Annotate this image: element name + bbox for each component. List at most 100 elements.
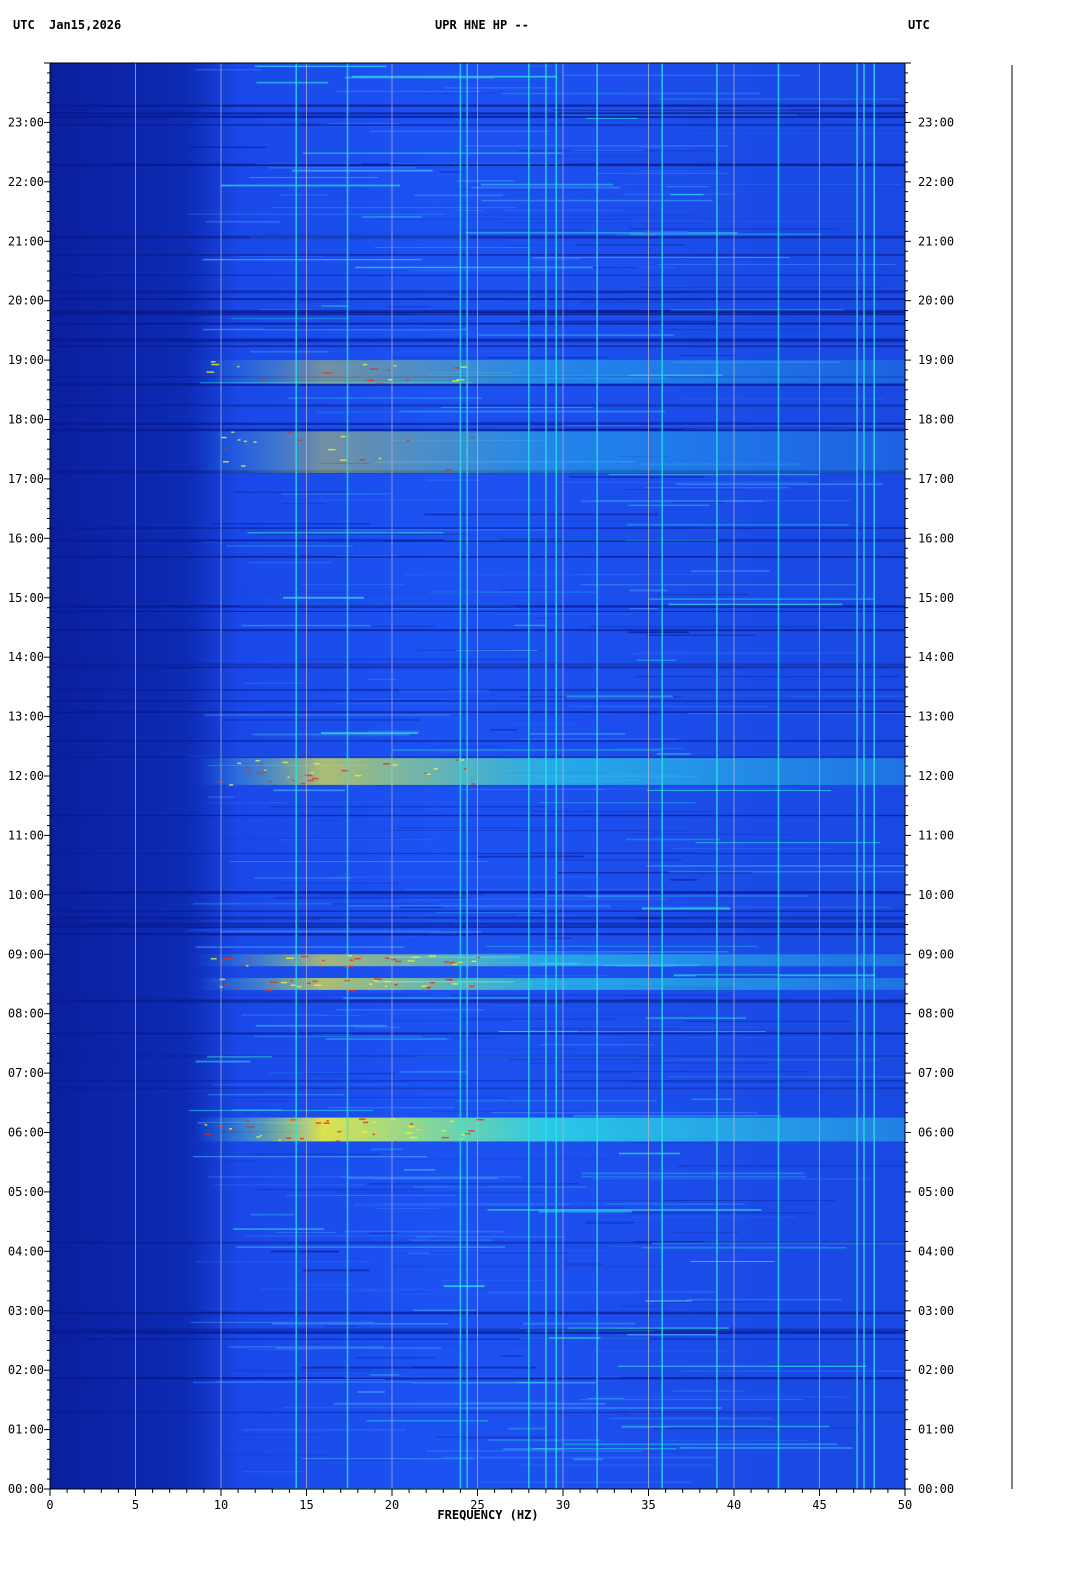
texture-streak bbox=[625, 838, 721, 841]
texture-streak bbox=[668, 871, 905, 873]
texture-streak bbox=[234, 903, 434, 905]
texture-streak bbox=[267, 300, 339, 303]
broadband-burst bbox=[195, 978, 905, 990]
texture-streak bbox=[638, 170, 719, 172]
texture-streak bbox=[520, 696, 791, 698]
burst-speck bbox=[346, 965, 353, 968]
burst-speck bbox=[307, 982, 311, 985]
texture-streak bbox=[386, 1020, 510, 1022]
burst-speck bbox=[444, 961, 450, 963]
burst-speck bbox=[301, 955, 309, 958]
texture-streak bbox=[557, 481, 807, 484]
texture-streak bbox=[275, 1460, 402, 1462]
texture-streak bbox=[590, 625, 817, 628]
texture-streak bbox=[369, 1183, 579, 1185]
texture-streak bbox=[569, 705, 768, 707]
texture-streak bbox=[226, 995, 411, 996]
burst-speck bbox=[314, 762, 320, 765]
texture-streak bbox=[190, 554, 370, 556]
texture-streak bbox=[673, 501, 725, 503]
texture-streak bbox=[287, 397, 482, 399]
burst-speck bbox=[290, 979, 294, 982]
burst-speck bbox=[257, 772, 265, 774]
burst-speck bbox=[394, 984, 398, 986]
texture-streak bbox=[207, 1055, 273, 1058]
texture-streak bbox=[363, 412, 508, 413]
texture-streak bbox=[478, 855, 584, 858]
texture-streak bbox=[409, 1252, 479, 1255]
burst-speck bbox=[410, 1123, 414, 1125]
texture-streak bbox=[496, 613, 634, 615]
texture-streak bbox=[672, 1390, 744, 1392]
texture-streak bbox=[458, 1048, 577, 1050]
y-tick-label: 23:00 bbox=[8, 115, 44, 129]
texture-streak bbox=[579, 1399, 803, 1401]
texture-streak bbox=[440, 1279, 546, 1281]
texture-streak bbox=[670, 878, 698, 881]
texture-streak bbox=[585, 1221, 634, 1224]
burst-speck bbox=[323, 372, 332, 374]
texture-streak bbox=[579, 301, 683, 303]
texture-streak bbox=[545, 937, 571, 939]
texture-streak bbox=[279, 194, 328, 196]
texture-streak bbox=[665, 1200, 836, 1202]
texture-streak bbox=[214, 1184, 366, 1186]
texture-streak bbox=[553, 109, 820, 111]
burst-speck bbox=[231, 431, 235, 433]
burst-speck bbox=[256, 1136, 260, 1138]
texture-streak bbox=[514, 624, 546, 626]
y-tick-label: 21:00 bbox=[918, 234, 954, 248]
texture-streak bbox=[680, 398, 884, 400]
texture-streak bbox=[625, 1212, 815, 1214]
texture-streak bbox=[615, 748, 684, 750]
texture-streak bbox=[202, 541, 323, 543]
texture-streak bbox=[284, 1406, 468, 1409]
texture-streak bbox=[637, 146, 662, 148]
texture-streak bbox=[253, 1035, 422, 1038]
texture-streak bbox=[320, 732, 419, 734]
texture-streak bbox=[440, 406, 593, 408]
texture-streak bbox=[233, 491, 347, 493]
texture-streak bbox=[370, 1148, 403, 1151]
texture-streak bbox=[215, 993, 433, 996]
texture-streak bbox=[633, 1241, 703, 1243]
texture-streak bbox=[242, 1471, 305, 1473]
burst-speck bbox=[346, 954, 352, 957]
texture-streak bbox=[634, 675, 900, 678]
texture-streak bbox=[532, 1448, 677, 1450]
texture-streak bbox=[443, 1285, 485, 1288]
texture-streak bbox=[383, 699, 447, 701]
burst-speck bbox=[206, 371, 215, 373]
texture-streak bbox=[627, 523, 849, 526]
texture-streak bbox=[691, 570, 770, 572]
burst-speck bbox=[229, 784, 234, 786]
texture-streak bbox=[290, 1284, 357, 1286]
texture-streak bbox=[322, 893, 485, 896]
texture-streak bbox=[662, 1059, 881, 1061]
texture-streak bbox=[436, 911, 539, 913]
burst-speck bbox=[246, 965, 249, 967]
x-axis-label: FREQUENCY (HZ) bbox=[437, 1508, 538, 1522]
burst-speck bbox=[243, 440, 248, 443]
texture-streak bbox=[238, 1434, 325, 1436]
burst-speck bbox=[335, 1140, 341, 1142]
texture-streak bbox=[454, 210, 483, 211]
texture-streak bbox=[450, 994, 730, 997]
texture-streak bbox=[319, 918, 456, 921]
burst-speck bbox=[476, 1119, 485, 1121]
texture-streak bbox=[563, 788, 798, 790]
texture-streak bbox=[241, 1014, 329, 1017]
texture-streak bbox=[508, 1059, 679, 1061]
x-tick-label: 0 bbox=[46, 1498, 53, 1512]
texture-streak bbox=[247, 561, 332, 564]
texture-streak bbox=[203, 328, 467, 331]
burst-speck bbox=[245, 1120, 250, 1122]
texture-streak bbox=[321, 305, 349, 307]
y-tick-label: 00:00 bbox=[8, 1482, 44, 1496]
y-tick-label: 18:00 bbox=[918, 413, 954, 427]
y-tick-label: 08:00 bbox=[918, 1007, 954, 1021]
texture-streak bbox=[506, 974, 610, 977]
burst-speck bbox=[253, 441, 257, 443]
texture-streak bbox=[270, 806, 546, 808]
texture-streak bbox=[330, 876, 596, 878]
